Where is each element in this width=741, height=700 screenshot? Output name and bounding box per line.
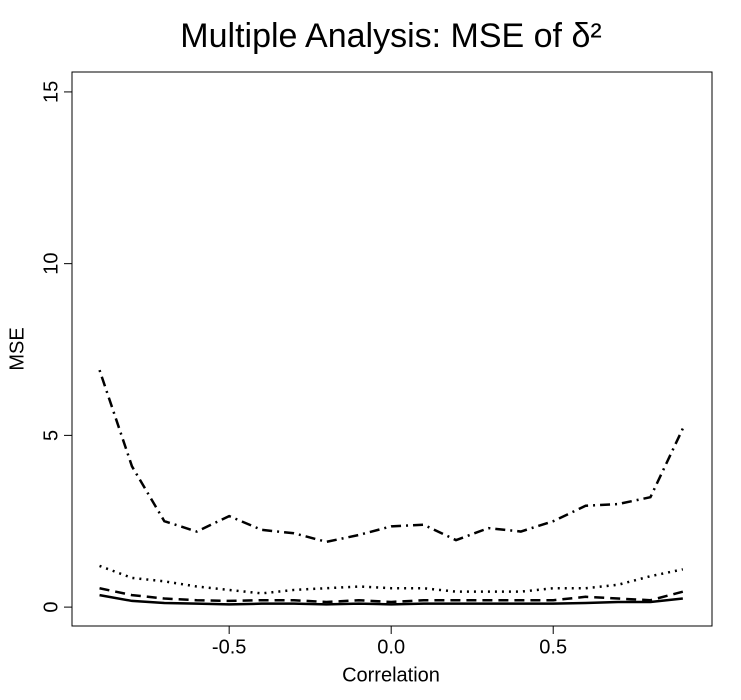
plot-frame	[71, 71, 713, 627]
x-tick-label: 0.0	[377, 636, 405, 658]
y-tick-label: 0	[40, 602, 62, 613]
series-line	[99, 593, 683, 606]
x-tick-label: -0.5	[212, 636, 246, 658]
series-line	[98, 369, 684, 544]
y-tick-label: 10	[40, 253, 62, 275]
chart-title: Multiple Analysis: MSE of δ²	[180, 17, 601, 55]
y-axis-label: MSE	[6, 327, 28, 370]
y-tick-label: 15	[40, 81, 62, 103]
series-line	[99, 564, 684, 595]
x-tick-label: 0.5	[539, 636, 567, 658]
series-line	[99, 586, 684, 604]
x-axis-label: Correlation	[342, 664, 440, 686]
y-tick-label: 5	[40, 430, 62, 441]
